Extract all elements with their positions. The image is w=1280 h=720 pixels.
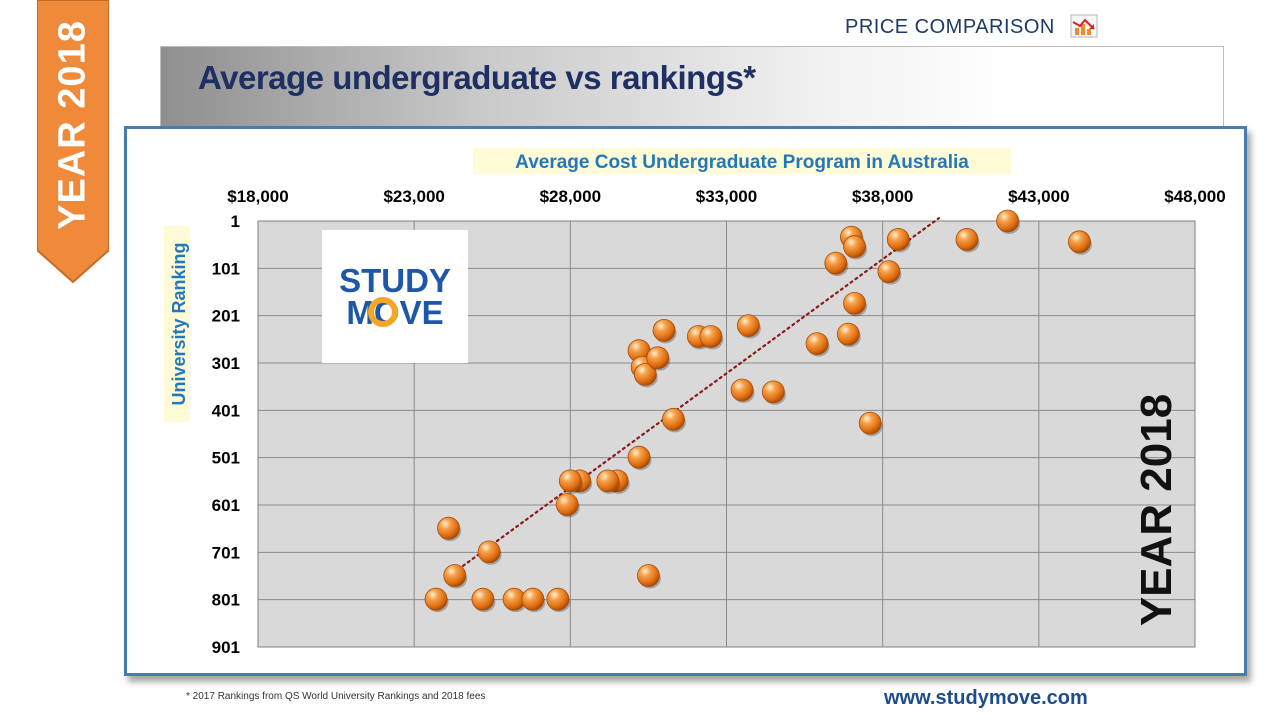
data-point	[843, 291, 866, 315]
data-point	[627, 445, 651, 469]
y-tick-label: 201	[212, 307, 240, 326]
x-axis-title: Average Cost Undergraduate Program in Au…	[515, 152, 969, 173]
year-ribbon: YEAR 2018	[37, 0, 109, 284]
x-tick-label: $33,000	[696, 187, 757, 206]
data-point	[858, 411, 882, 435]
x-tick-label: $28,000	[540, 187, 601, 206]
studymove-logo: STUDY MOVE	[322, 230, 468, 363]
x-tick-label: $43,000	[1008, 187, 1069, 206]
x-tick-label: $23,000	[383, 187, 444, 206]
data-point	[955, 228, 979, 251]
data-point	[424, 587, 448, 611]
x-tick-label: $18,000	[227, 187, 288, 206]
y-tick-label: 601	[212, 496, 240, 515]
ribbon-year-label: YEAR 2018	[51, 20, 94, 230]
data-point	[736, 314, 760, 338]
x-axis-title-bg	[473, 148, 1011, 174]
data-point	[886, 228, 910, 251]
y-tick-label: 101	[212, 259, 240, 278]
x-axis-ticks: $18,000 $23,000 $28,000 $33,000 $38,000 $43,0…	[227, 187, 1225, 206]
data-point	[1068, 230, 1091, 254]
trendline-group	[447, 217, 940, 578]
data-point	[824, 251, 848, 275]
chart-frame: $18,000 $23,000 $28,000 $33,000 $38,000 $43,0…	[124, 126, 1247, 676]
data-point	[546, 587, 570, 611]
data-point	[555, 493, 579, 516]
logo-line-study: STUDY	[339, 262, 451, 299]
data-points	[424, 209, 1092, 613]
data-point	[637, 564, 660, 587]
chart-arrow-icon	[1070, 14, 1098, 38]
footnote: * 2017 Rankings from QS World University…	[186, 691, 486, 702]
y-tick-label: 701	[212, 543, 240, 562]
data-point	[558, 469, 582, 493]
data-point	[805, 332, 829, 355]
data-point	[843, 235, 866, 258]
data-point	[646, 346, 670, 370]
data-point	[633, 362, 657, 386]
logo-background	[322, 230, 468, 363]
data-point	[596, 469, 620, 493]
data-point	[699, 325, 723, 348]
data-point	[730, 378, 754, 402]
gridlines	[258, 221, 1195, 647]
year-watermark: YEAR 2018	[1132, 394, 1181, 626]
price-comparison-label: PRICE COMPARISON	[845, 16, 1055, 38]
data-point	[761, 380, 785, 404]
data-point	[471, 587, 495, 611]
y-axis-title-group: University Ranking	[164, 226, 190, 422]
data-point	[477, 540, 501, 564]
scatter-chart: $18,000 $23,000 $28,000 $33,000 $38,000 $43,0…	[164, 148, 1226, 657]
website-link[interactable]: www.studymove.com	[884, 687, 1088, 709]
logo-o-ring	[368, 297, 398, 327]
data-point	[443, 564, 467, 587]
trendline	[447, 217, 940, 578]
y-tick-label: 301	[212, 354, 240, 373]
y-tick-label: 801	[212, 591, 240, 610]
data-point	[662, 407, 685, 431]
y-tick-label: 401	[212, 401, 240, 420]
y-tick-label: 501	[212, 449, 240, 468]
ribbon-shape	[37, 0, 109, 284]
x-tick-label: $38,000	[852, 187, 913, 206]
y-axis-ticks: 1 101 201 301 401 501 601 701 801 901	[212, 212, 240, 657]
title-banner: Average undergraduate vs rankings*	[160, 46, 1224, 130]
data-point	[652, 318, 676, 342]
y-axis-title: University Ranking	[169, 242, 189, 405]
data-point	[437, 516, 460, 540]
data-point	[836, 322, 860, 346]
y-axis-title-bg	[164, 226, 190, 422]
y-tick-label: 1	[231, 212, 240, 231]
x-tick-label: $48,000	[1164, 187, 1225, 206]
y-tick-label: 901	[212, 638, 240, 657]
page-title: Average undergraduate vs rankings*	[198, 59, 756, 96]
data-point	[877, 260, 901, 284]
data-point	[996, 209, 1019, 233]
data-point	[521, 587, 545, 611]
